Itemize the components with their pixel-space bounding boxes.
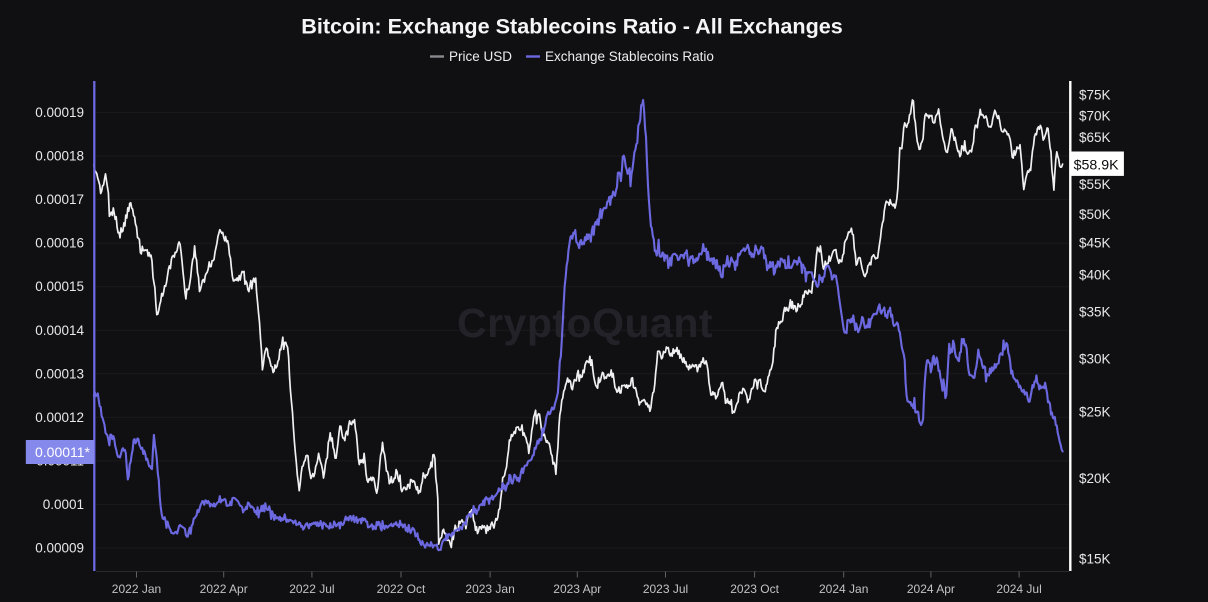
svg-text:2024 Jul: 2024 Jul	[996, 582, 1041, 596]
svg-text:2023 Jan: 2023 Jan	[465, 582, 514, 596]
svg-text:0.00019: 0.00019	[35, 105, 84, 120]
svg-text:0.00009: 0.00009	[35, 541, 84, 556]
svg-text:$35K: $35K	[1079, 305, 1111, 320]
svg-text:2023 Jul: 2023 Jul	[643, 582, 688, 596]
svg-text:2022 Jul: 2022 Jul	[289, 582, 334, 596]
svg-text:2024 Apr: 2024 Apr	[907, 582, 955, 596]
svg-text:0.00016: 0.00016	[35, 236, 84, 251]
svg-text:2023 Apr: 2023 Apr	[553, 582, 601, 596]
svg-text:0.00014: 0.00014	[35, 323, 84, 338]
svg-text:0.00018: 0.00018	[35, 149, 84, 164]
svg-text:Price USD: Price USD	[449, 49, 512, 64]
svg-text:0.00011*: 0.00011*	[35, 444, 91, 460]
svg-text:0.00017: 0.00017	[35, 192, 84, 207]
svg-text:$40K: $40K	[1079, 268, 1111, 283]
svg-text:0.00013: 0.00013	[35, 366, 84, 381]
svg-text:$70K: $70K	[1079, 108, 1111, 123]
svg-text:$20K: $20K	[1079, 471, 1111, 486]
svg-text:2024 Jan: 2024 Jan	[819, 582, 868, 596]
svg-text:CryptoQuant: CryptoQuant	[457, 300, 713, 346]
svg-text:$25K: $25K	[1079, 404, 1111, 419]
svg-text:2022 Apr: 2022 Apr	[200, 582, 248, 596]
svg-text:$30K: $30K	[1079, 352, 1111, 367]
svg-text:$65K: $65K	[1079, 130, 1111, 145]
svg-text:$50K: $50K	[1079, 207, 1111, 222]
svg-text:Exchange Stablecoins Ratio: Exchange Stablecoins Ratio	[545, 49, 714, 64]
svg-text:2022 Jan: 2022 Jan	[112, 582, 161, 596]
svg-text:0.00012: 0.00012	[35, 410, 84, 425]
svg-text:Bitcoin: Exchange Stablecoins: Bitcoin: Exchange Stablecoins Ratio - Al…	[301, 14, 843, 39]
svg-text:0.0001: 0.0001	[43, 497, 84, 512]
svg-text:2023 Oct: 2023 Oct	[730, 582, 779, 596]
svg-text:$15K: $15K	[1079, 552, 1111, 567]
svg-text:$75K: $75K	[1079, 88, 1111, 103]
svg-text:$55K: $55K	[1079, 177, 1111, 192]
svg-text:$58.9K: $58.9K	[1074, 158, 1120, 174]
svg-text:2022 Oct: 2022 Oct	[377, 582, 426, 596]
svg-text:0.00015: 0.00015	[35, 279, 84, 294]
svg-text:$45K: $45K	[1079, 235, 1111, 250]
